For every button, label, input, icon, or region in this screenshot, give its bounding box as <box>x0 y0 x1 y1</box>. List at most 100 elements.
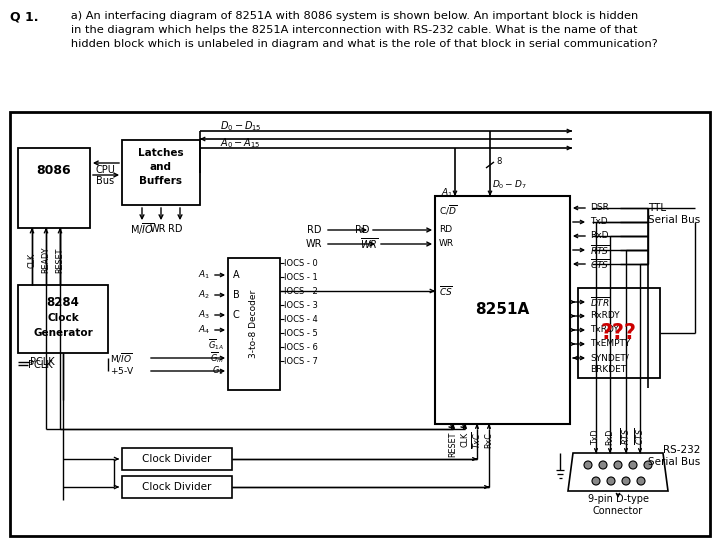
Text: IOCS - 5: IOCS - 5 <box>284 328 318 338</box>
Text: 8251A: 8251A <box>475 302 530 317</box>
Text: $\overline{TxC}$: $\overline{TxC}$ <box>471 432 483 449</box>
Circle shape <box>614 461 622 469</box>
Text: SYNDET/: SYNDET/ <box>590 353 629 362</box>
Text: $A_4$: $A_4$ <box>198 324 210 336</box>
Text: ???: ??? <box>601 323 637 343</box>
Text: RxRDY: RxRDY <box>590 311 620 321</box>
Bar <box>122 476 232 498</box>
Text: $\overline{CS}$: $\overline{CS}$ <box>439 284 453 298</box>
Text: C: C <box>233 310 239 320</box>
Text: IOCS - 1: IOCS - 1 <box>284 272 318 282</box>
Text: $\overline{RTS}$: $\overline{RTS}$ <box>590 243 609 257</box>
Text: 3-to-8 Decoder: 3-to-8 Decoder <box>250 290 258 358</box>
Circle shape <box>599 461 607 469</box>
Text: $A_1$: $A_1$ <box>441 187 453 199</box>
Text: $D_0 - D_7$: $D_0 - D_7$ <box>492 179 526 191</box>
Bar <box>10 112 710 536</box>
Bar <box>578 288 660 378</box>
Bar <box>228 258 280 390</box>
Text: C/$\overline{D}$: C/$\overline{D}$ <box>439 203 457 216</box>
Text: RD: RD <box>356 225 370 235</box>
Circle shape <box>637 477 645 485</box>
Text: RD: RD <box>168 224 182 234</box>
Text: $A_0 - A_{15}$: $A_0 - A_{15}$ <box>220 136 261 150</box>
Text: M/$\overline{IO}$: M/$\overline{IO}$ <box>110 351 132 364</box>
Circle shape <box>607 477 615 485</box>
Circle shape <box>622 477 630 485</box>
Text: RD: RD <box>439 225 452 235</box>
Text: IOCS - 7: IOCS - 7 <box>284 357 318 366</box>
Text: RxC: RxC <box>485 432 493 448</box>
Text: $\overline{CTS}$: $\overline{CTS}$ <box>634 427 646 445</box>
Text: TxEMPTY: TxEMPTY <box>590 340 630 349</box>
Text: 8086: 8086 <box>37 163 71 176</box>
Circle shape <box>584 461 592 469</box>
Text: Clock Divider: Clock Divider <box>143 454 212 464</box>
Text: RD: RD <box>307 225 322 235</box>
Text: $D_0 - D_{15}$: $D_0 - D_{15}$ <box>220 119 261 133</box>
Text: $\overline{WR}$: $\overline{WR}$ <box>359 237 378 252</box>
Text: PCLK: PCLK <box>28 360 53 370</box>
Text: Bus: Bus <box>96 176 114 186</box>
Text: TxD: TxD <box>590 218 608 226</box>
Text: $\overline{DTR}$: $\overline{DTR}$ <box>590 295 611 309</box>
Text: IOCS - 0: IOCS - 0 <box>284 259 318 267</box>
Text: 8284: 8284 <box>47 295 79 309</box>
Circle shape <box>644 461 652 469</box>
Text: CLK: CLK <box>27 253 37 267</box>
Text: RxD: RxD <box>606 429 614 445</box>
Circle shape <box>629 461 637 469</box>
Text: Clock Divider: Clock Divider <box>143 482 212 492</box>
Text: IOCS - 3: IOCS - 3 <box>284 300 318 310</box>
Text: Q 1.: Q 1. <box>10 11 38 24</box>
Text: in the diagram which helps the 8251A interconnection with RS-232 cable. What is : in the diagram which helps the 8251A int… <box>60 25 637 35</box>
Text: CPU: CPU <box>95 165 115 175</box>
Text: $\overline{G}_{1A}$: $\overline{G}_{1A}$ <box>208 338 224 352</box>
Text: $\overline{CTS}$: $\overline{CTS}$ <box>590 257 610 271</box>
Bar <box>435 196 570 424</box>
Text: TxD: TxD <box>592 430 600 445</box>
Text: IOCS - 4: IOCS - 4 <box>284 315 318 323</box>
Text: RESET: RESET <box>55 247 65 273</box>
Bar <box>122 140 200 205</box>
Text: $G_1$: $G_1$ <box>212 365 224 377</box>
Bar <box>122 448 232 470</box>
Text: BRKDET: BRKDET <box>590 366 626 374</box>
Text: $A_2$: $A_2$ <box>198 289 210 301</box>
Text: DSR: DSR <box>590 203 609 213</box>
Text: M/$\overline{IO}$: M/$\overline{IO}$ <box>130 221 154 237</box>
Text: Clock: Clock <box>47 313 79 323</box>
Text: TTL: TTL <box>648 203 666 213</box>
Text: TxRDY: TxRDY <box>590 326 618 334</box>
Text: B: B <box>233 290 239 300</box>
Text: RxD: RxD <box>590 231 608 241</box>
Text: Latches: Latches <box>138 148 184 158</box>
Text: $+5$-V: $+5$-V <box>110 366 135 376</box>
Text: Connector: Connector <box>593 506 643 516</box>
Text: a) An interfacing diagram of 8251A with 8086 system is shown below. An important: a) An interfacing diagram of 8251A with … <box>60 11 638 21</box>
Text: Buffers: Buffers <box>140 176 182 186</box>
Text: $A_1$: $A_1$ <box>198 269 210 281</box>
Bar <box>18 148 90 228</box>
Text: and: and <box>150 162 172 172</box>
Text: hidden block which is unlabeled in diagram and what is the role of that block in: hidden block which is unlabeled in diagr… <box>60 39 658 49</box>
Polygon shape <box>568 453 668 491</box>
Text: Serial Bus: Serial Bus <box>648 457 700 467</box>
Text: WR: WR <box>150 224 166 234</box>
Text: IOCS - 6: IOCS - 6 <box>284 342 318 351</box>
Bar <box>18 285 108 353</box>
Text: 9-pin D-type: 9-pin D-type <box>588 494 649 504</box>
Text: $\overline{G}_{m}$: $\overline{G}_{m}$ <box>210 351 224 366</box>
Text: Serial Bus: Serial Bus <box>648 215 701 225</box>
Text: WR: WR <box>439 239 454 248</box>
Text: IOCS - 2: IOCS - 2 <box>284 287 318 295</box>
Text: WR: WR <box>305 239 322 249</box>
Text: $\overline{RTS}$: $\overline{RTS}$ <box>620 427 632 445</box>
Text: PCLK: PCLK <box>30 357 55 367</box>
Text: RS-232: RS-232 <box>662 445 700 455</box>
Text: 8: 8 <box>496 157 501 167</box>
Circle shape <box>592 477 600 485</box>
Text: READY: READY <box>42 247 50 273</box>
Text: Generator: Generator <box>33 328 93 338</box>
Text: CLK: CLK <box>461 432 469 447</box>
